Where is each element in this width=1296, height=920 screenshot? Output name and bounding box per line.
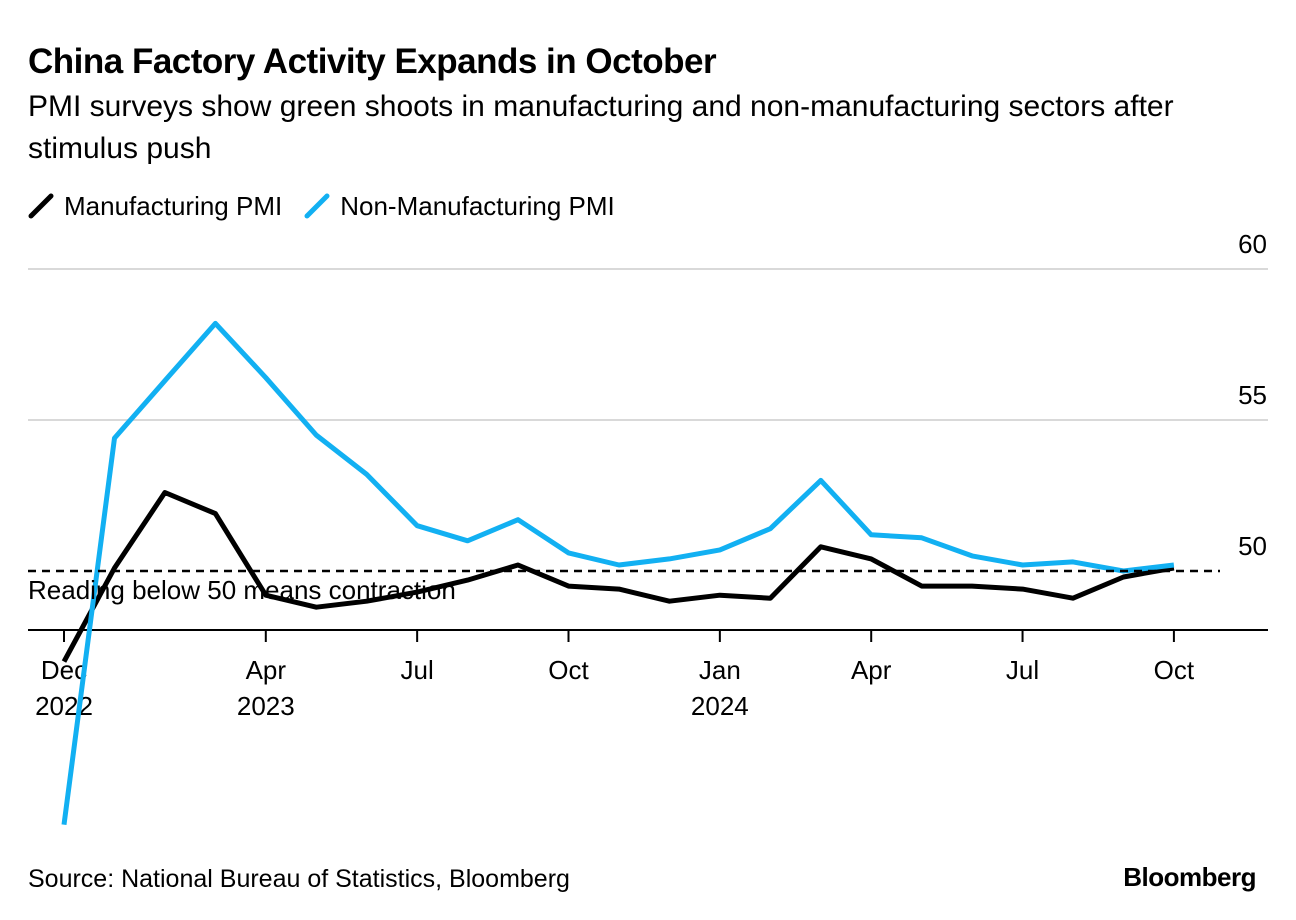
legend-item-manufacturing: Manufacturing PMI bbox=[28, 191, 282, 222]
x-tick-year-1: 2023 bbox=[237, 691, 295, 721]
reference-line-label: Reading below 50 means contraction bbox=[28, 575, 456, 605]
legend-swatch-manufacturing bbox=[28, 193, 54, 219]
chart-title: China Factory Activity Expands in Octobe… bbox=[28, 42, 717, 81]
x-tick-label-7: Oct bbox=[1154, 655, 1195, 685]
legend-swatch-non-manufacturing bbox=[304, 193, 330, 219]
legend-label-non-manufacturing: Non-Manufacturing PMI bbox=[340, 190, 615, 221]
legend-stroke-manufacturing bbox=[28, 193, 54, 219]
legend-item-non-manufacturing: Non-Manufacturing PMI bbox=[304, 191, 615, 222]
legend-label-manufacturing: Manufacturing PMI bbox=[64, 190, 283, 221]
x-tick-label-1: Apr bbox=[246, 655, 287, 685]
x-tick-label-3: Oct bbox=[548, 655, 589, 685]
x-tick-label-6: Jul bbox=[1006, 655, 1039, 685]
x-tick-label-4: Jan bbox=[699, 655, 741, 685]
x-tick-year-0: 2022 bbox=[35, 691, 93, 721]
y-tick-label-55: 55 bbox=[1238, 380, 1267, 410]
bloomberg-logo: Bloomberg bbox=[1123, 862, 1256, 892]
series-line-non-manufacturing bbox=[61, 320, 1175, 826]
y-tick-label-50: 50 bbox=[1238, 531, 1267, 561]
x-tick-label-5: Apr bbox=[851, 655, 892, 685]
x-tick-label-2: Jul bbox=[401, 655, 434, 685]
series-line-manufacturing bbox=[61, 490, 1175, 663]
source-note: Source: National Bureau of Statistics, B… bbox=[28, 865, 570, 893]
legend-stroke-non-manufacturing bbox=[304, 193, 330, 219]
y-tick-label-60: 60 bbox=[1238, 229, 1267, 259]
chart-subtitle: PMI surveys show green shoots in manufac… bbox=[28, 90, 1174, 165]
legend: Manufacturing PMI Non-Manufacturing PMI bbox=[28, 188, 637, 224]
x-tick-year-4: 2024 bbox=[691, 691, 749, 721]
